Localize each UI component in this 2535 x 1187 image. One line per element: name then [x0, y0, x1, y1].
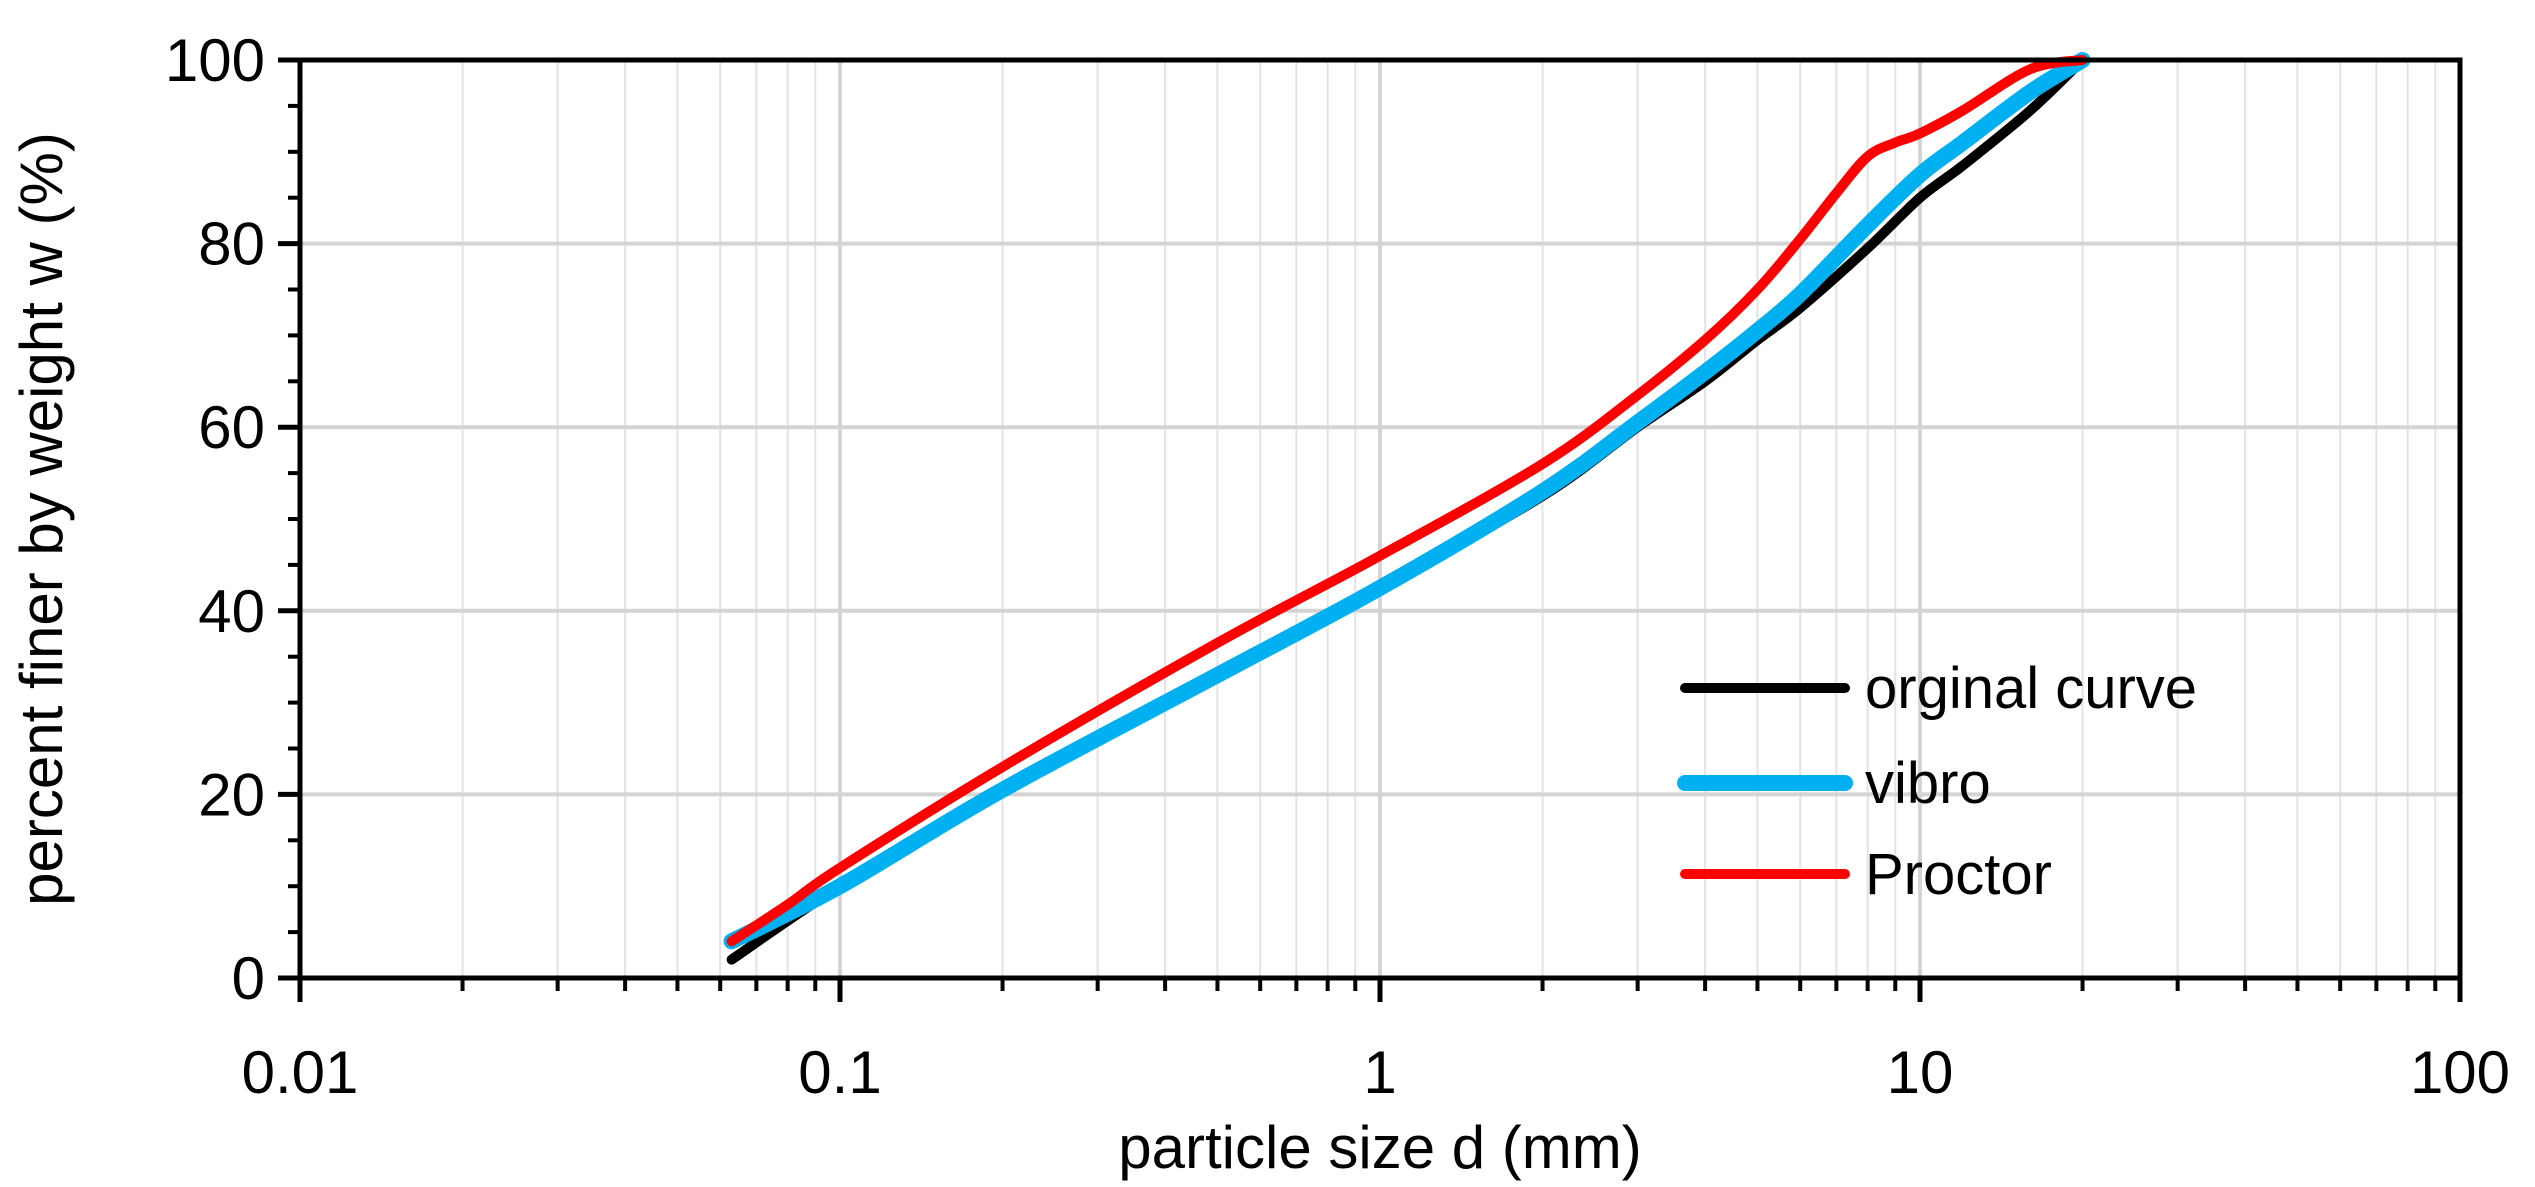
x-tick-label: 10: [1887, 1039, 1954, 1106]
y-axis-title: percent finer by weight w (%): [8, 132, 75, 906]
series-line-vibro: [723, 52, 2091, 950]
x-tick-label: 0.01: [242, 1039, 359, 1106]
y-tick-label: 40: [198, 578, 265, 645]
y-tick-label: 100: [165, 27, 265, 94]
grid-lines: [298, 60, 2462, 978]
axis-ticks: [278, 57, 2463, 1002]
series-lines: [723, 52, 2091, 965]
legend: orginal curve vibro Proctor: [1677, 656, 2197, 907]
x-axis-title: particle size d (mm): [1118, 1114, 1641, 1181]
legend-label-vibro: vibro: [1865, 751, 1991, 816]
y-tick-label: 20: [198, 761, 265, 828]
tick-labels: 0.01 0.1 1 10 100 0 20 40 60 80 100: [165, 27, 2510, 1106]
y-tick-label: 0: [232, 945, 265, 1012]
x-tick-label: 100: [2410, 1039, 2510, 1106]
x-tick-label: 0.1: [798, 1039, 881, 1106]
legend-label-orginal-curve: orginal curve: [1865, 656, 2197, 721]
series-line-proctor: [726, 55, 2088, 947]
y-tick-label: 60: [198, 394, 265, 461]
legend-label-proctor: Proctor: [1865, 842, 2052, 907]
x-tick-label: 1: [1363, 1039, 1396, 1106]
y-tick-label: 80: [198, 211, 265, 278]
